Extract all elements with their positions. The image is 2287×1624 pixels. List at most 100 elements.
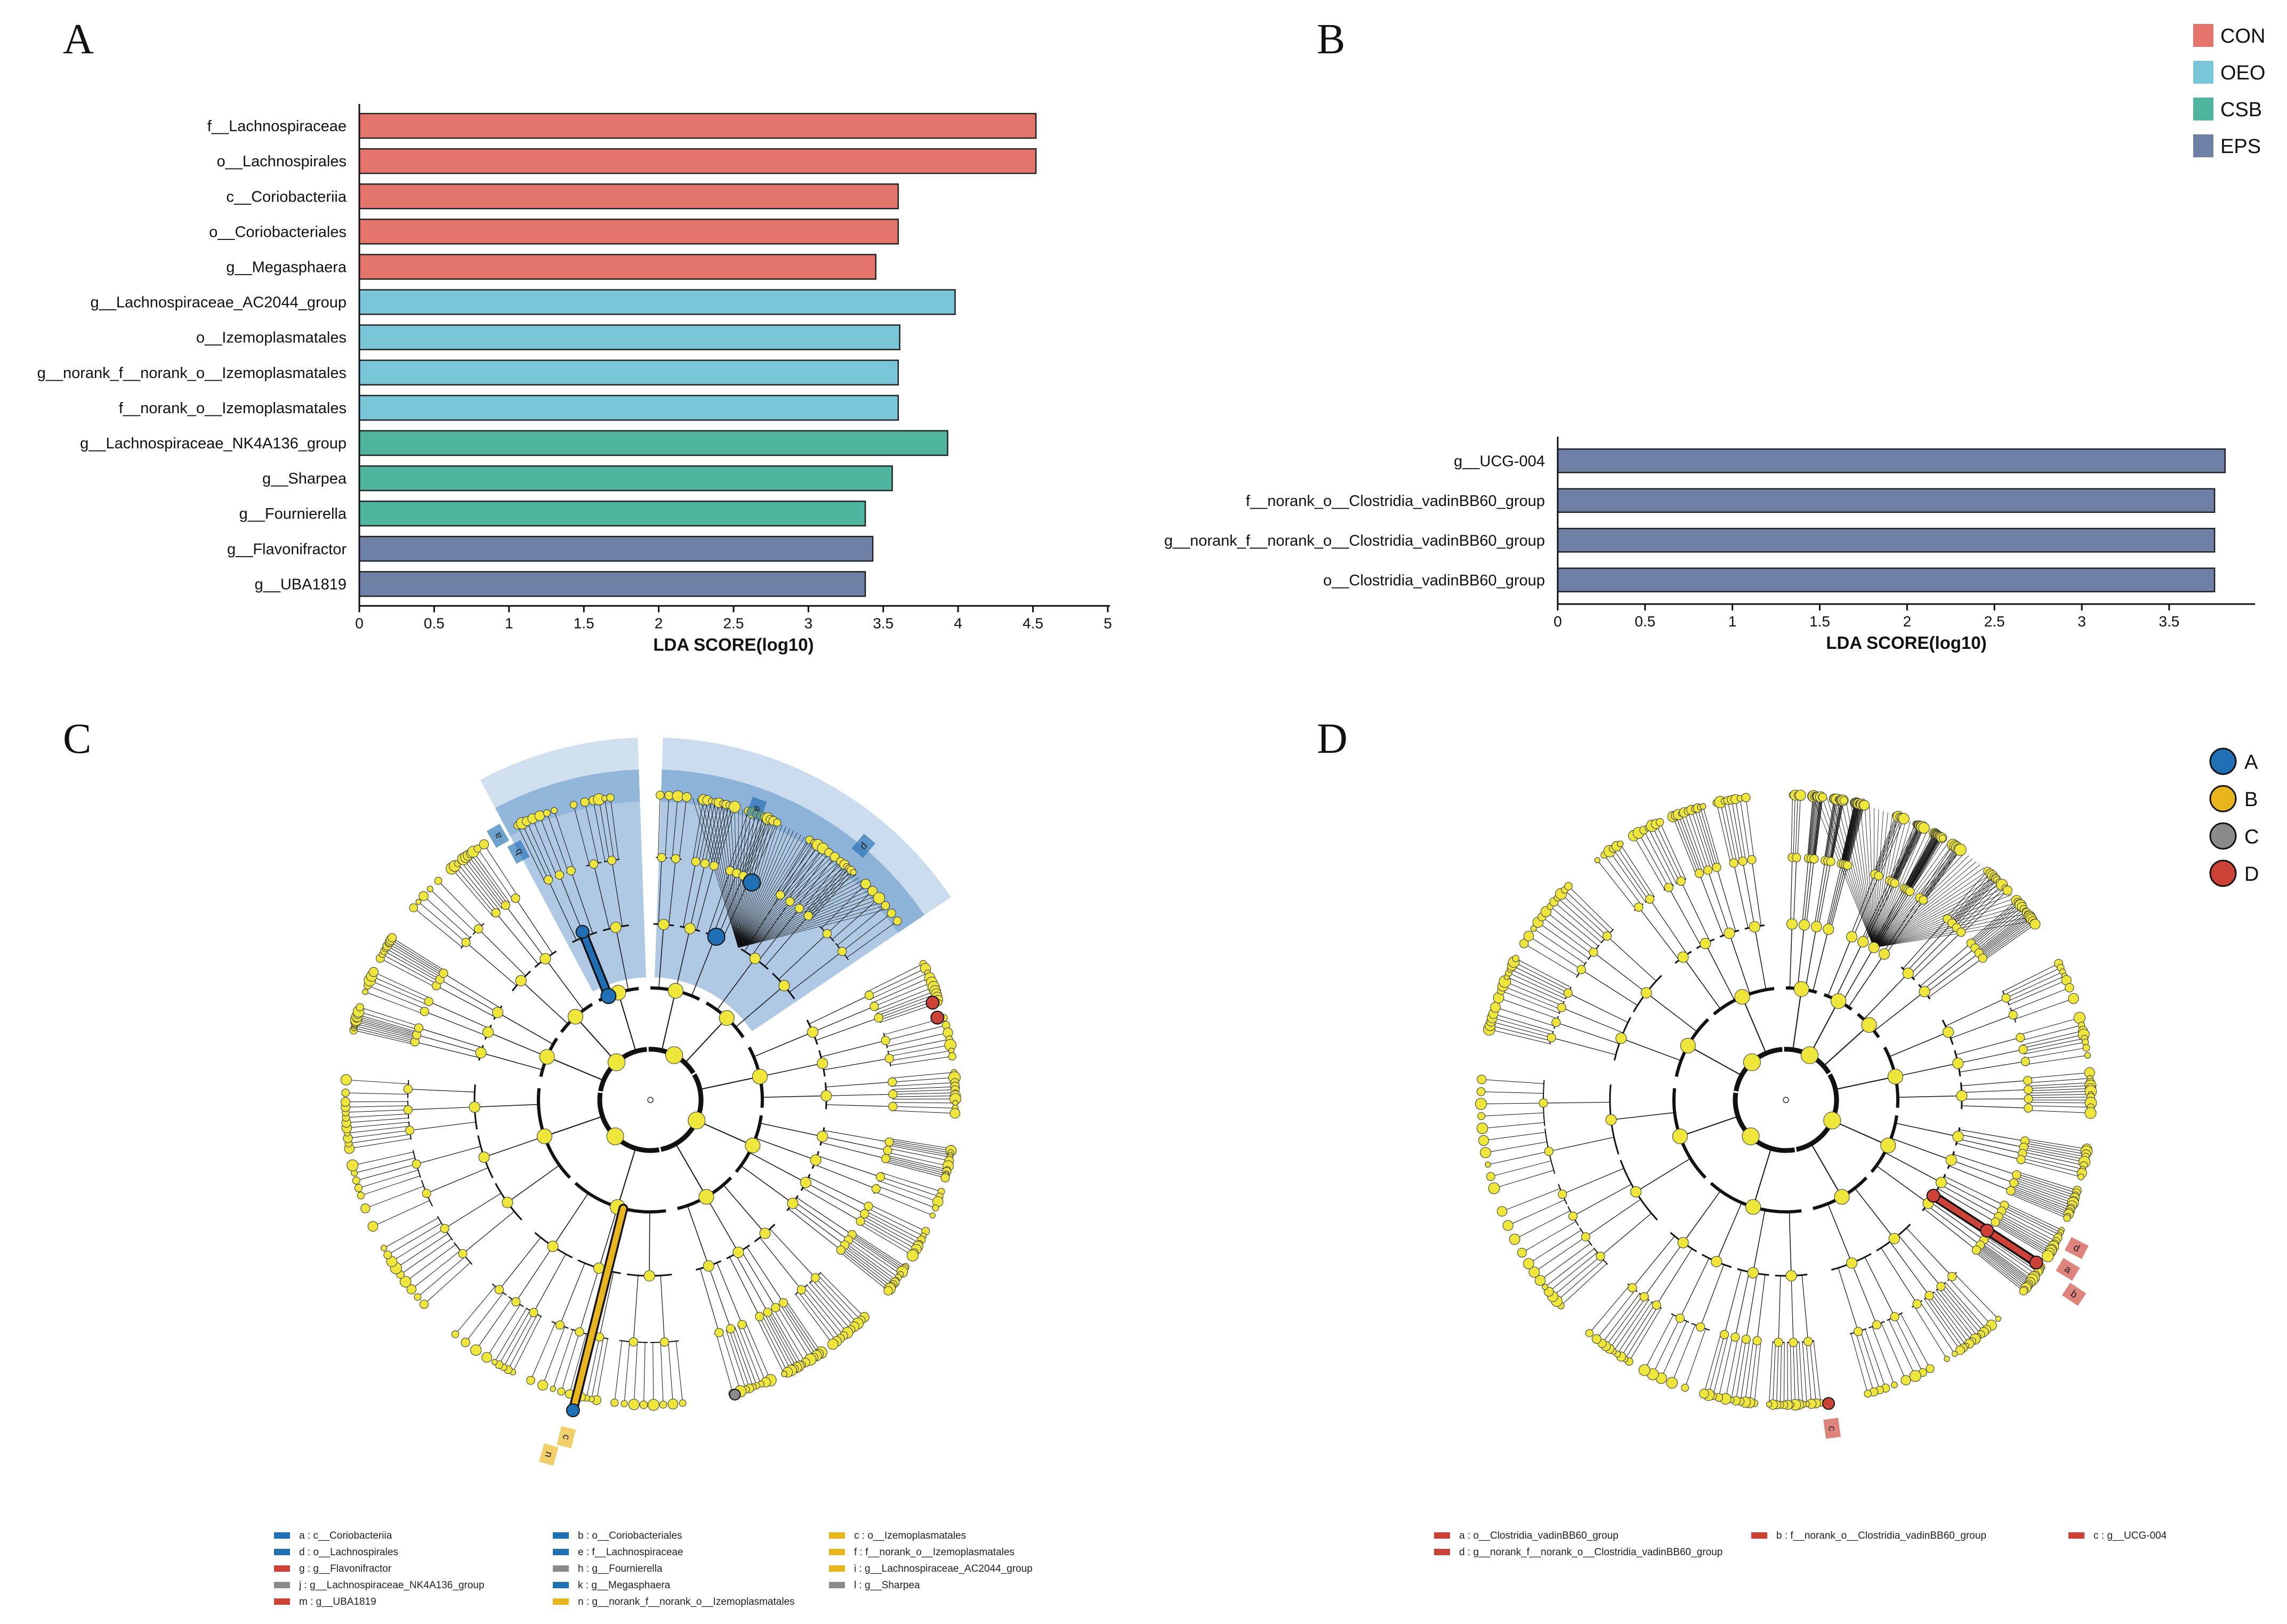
tree-node xyxy=(2019,1287,2028,1296)
tree-node xyxy=(2073,1011,2085,1024)
tree-branch xyxy=(1648,827,1677,884)
tree-node xyxy=(621,1400,628,1408)
tree-branch xyxy=(1937,1188,1996,1223)
tree-branch xyxy=(742,817,767,876)
tree-branch xyxy=(347,1125,409,1133)
tree-branch xyxy=(2000,1212,2057,1242)
clado-legend-label: i : g__Lachnospiraceae_AC2044_group xyxy=(854,1563,1033,1574)
tree-branch xyxy=(742,1324,766,1382)
tree-branch xyxy=(1976,1250,2025,1290)
tree-branch xyxy=(1835,1076,1896,1090)
tree-branch xyxy=(1959,1061,2026,1073)
tree-node xyxy=(1902,968,1914,979)
tree-node xyxy=(451,1330,460,1338)
tree-branch xyxy=(1791,1275,1794,1342)
tree-branch xyxy=(675,1341,683,1403)
tree-node xyxy=(1846,931,1858,943)
tree-node xyxy=(1991,1217,2000,1227)
tree-branch xyxy=(1926,953,1979,994)
tree-node xyxy=(2065,983,2074,993)
tree-branch xyxy=(392,937,445,971)
tree-node xyxy=(1519,939,1529,948)
tree-branch xyxy=(1906,835,1938,890)
tree-branch xyxy=(1660,822,1686,879)
tree-branch xyxy=(1982,1243,2033,1280)
tree-branch xyxy=(1873,880,1999,948)
tree-branch xyxy=(1680,881,1710,942)
clade-tag: d xyxy=(851,833,876,858)
tree-branch xyxy=(845,1243,897,1281)
tree-branch xyxy=(1718,1336,1733,1398)
tree-node xyxy=(703,1260,714,1272)
tree-node xyxy=(1919,895,1928,905)
tree-branch xyxy=(1616,846,1652,898)
tree-branch xyxy=(1953,880,1998,926)
tree-node xyxy=(1480,1147,1491,1159)
tree-branch xyxy=(1528,936,1582,970)
tree-branch xyxy=(1703,806,1720,867)
tree-node xyxy=(860,879,871,889)
x-tick-label: 5 xyxy=(1104,615,1112,631)
tree-branch xyxy=(769,1228,816,1279)
tree-branch xyxy=(842,913,892,952)
tree-node xyxy=(656,791,665,800)
tree-node xyxy=(1864,1389,1872,1398)
tree-node xyxy=(883,1286,893,1296)
tree-branch xyxy=(1802,1341,1807,1404)
tree-node xyxy=(664,791,674,800)
tree-branch xyxy=(1830,800,1843,862)
tree-branch xyxy=(706,1196,739,1253)
tree-branch xyxy=(2013,1184,2072,1206)
tree-branch xyxy=(1873,902,2018,948)
tree-branch xyxy=(1894,1316,1923,1373)
tree-branch xyxy=(465,857,504,907)
tree-branch xyxy=(808,1177,869,1207)
tree-node xyxy=(884,1137,894,1147)
tree-branch xyxy=(559,1263,585,1325)
clade-node xyxy=(743,873,761,892)
bar xyxy=(358,395,899,421)
tree-node xyxy=(875,1172,885,1181)
tree-branch xyxy=(1752,1210,1766,1273)
tree-branch xyxy=(1904,833,1936,889)
tree-branch xyxy=(385,948,440,980)
tree-branch xyxy=(542,1326,565,1386)
tree-node xyxy=(1589,947,1598,957)
tree-branch xyxy=(415,1041,480,1058)
tree-branch xyxy=(852,1234,905,1269)
tree-branch xyxy=(347,1122,409,1129)
tree-node xyxy=(1594,857,1600,863)
tree-branch xyxy=(1708,870,1730,934)
tree-node xyxy=(1944,1356,1950,1362)
tree-branch xyxy=(1813,1340,1821,1403)
tree-branch xyxy=(1734,1047,1783,1092)
tree-node xyxy=(2023,1076,2033,1086)
tree-branch xyxy=(1929,1201,1984,1241)
tree-branch xyxy=(839,1251,889,1291)
tree-node xyxy=(658,919,670,930)
tree-node xyxy=(1638,1364,1650,1376)
tree-branch xyxy=(1873,827,1924,948)
tree-branch xyxy=(807,1285,848,1333)
tree-branch xyxy=(1961,1080,2028,1087)
tree-branch xyxy=(599,1272,614,1337)
clado-legend-label: e : f__Lachnospiraceae xyxy=(578,1547,683,1558)
tree-branch xyxy=(738,850,827,948)
tree-branch xyxy=(1817,796,1874,948)
tree-branch xyxy=(822,1136,888,1151)
bar-label: c__Coriobacteriia xyxy=(226,188,347,205)
clade-highlight xyxy=(661,737,951,933)
tree-branch xyxy=(1891,1138,1952,1161)
tree-branch xyxy=(1556,1022,1620,1044)
tree-branch xyxy=(383,1217,439,1249)
tree-node xyxy=(932,1204,939,1212)
tree-node xyxy=(1509,1233,1520,1245)
tree-branch xyxy=(731,1328,754,1387)
tree-branch xyxy=(1700,1264,1725,1328)
tree-branch xyxy=(1508,972,1566,999)
tree-branch xyxy=(1873,867,1984,948)
tree-branch xyxy=(1791,795,1793,858)
tree-node xyxy=(551,807,558,814)
tree-branch xyxy=(1936,1290,1976,1339)
clade-tag-box xyxy=(2061,1282,2087,1306)
